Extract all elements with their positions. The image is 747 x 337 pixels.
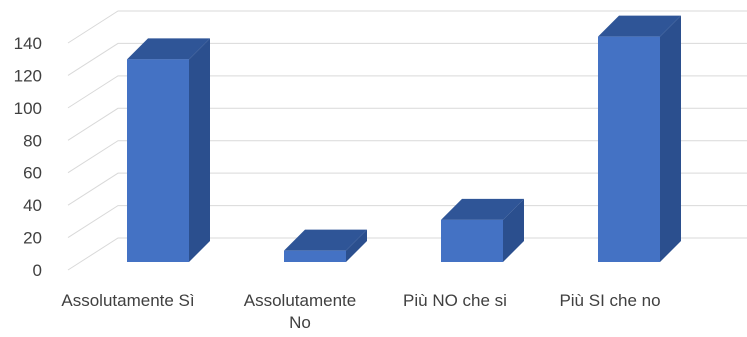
bar-front-face xyxy=(441,219,503,262)
gridline-0 xyxy=(67,237,747,271)
gridline-60 xyxy=(67,140,747,174)
gridline-80 xyxy=(67,107,747,141)
x-category-label-line: Più SI che no xyxy=(559,291,660,310)
y-tick-label: 140 xyxy=(14,34,42,53)
bar xyxy=(441,198,524,262)
x-category-label-line: Assolutamente Sì xyxy=(61,291,194,310)
x-category-label-line: Più NO che si xyxy=(403,291,507,310)
y-tick-label: 80 xyxy=(23,131,42,150)
x-category-label: Più NO che si xyxy=(403,291,507,310)
bar-top-face xyxy=(598,15,681,37)
bar-side-face xyxy=(346,229,367,262)
bar-side-face xyxy=(189,38,210,263)
bar xyxy=(127,38,210,263)
y-tick-label: 60 xyxy=(23,164,42,183)
gridline-40 xyxy=(67,172,747,206)
bar xyxy=(598,15,681,263)
bar-top-face xyxy=(127,38,210,60)
x-category-label: Più SI che no xyxy=(559,291,660,310)
bar xyxy=(284,229,367,262)
y-axis-ticks: 0 20 40 60 80 100 120 140 xyxy=(14,34,42,280)
bar-side-face xyxy=(503,198,524,262)
y-tick-label: 100 xyxy=(14,99,42,118)
gridline-120 xyxy=(67,42,747,76)
gridline-20 xyxy=(67,205,747,238)
gridline-100 xyxy=(67,75,747,109)
y-tick-label: 0 xyxy=(33,261,42,280)
x-category-label-line: No xyxy=(289,313,311,332)
x-category-label: Assolutamente No xyxy=(244,291,356,332)
gridline-140 xyxy=(67,10,747,44)
bar-top-face xyxy=(441,198,524,220)
bars xyxy=(127,15,681,263)
bar-front-face xyxy=(284,250,346,262)
y-tick-label: 40 xyxy=(23,196,42,215)
x-axis-categories: Assolutamente Sì Assolutamente No Più NO ch… xyxy=(61,291,660,332)
bar-side-face xyxy=(660,15,681,263)
bar-top-face xyxy=(284,229,367,251)
bar-front-face xyxy=(598,36,660,263)
y-tick-label: 20 xyxy=(23,229,42,248)
gridlines xyxy=(67,10,747,271)
x-category-label: Assolutamente Sì xyxy=(61,291,194,310)
y-tick-label: 120 xyxy=(14,66,42,85)
x-category-label-line: Assolutamente xyxy=(244,291,356,310)
bar-front-face xyxy=(127,59,189,263)
